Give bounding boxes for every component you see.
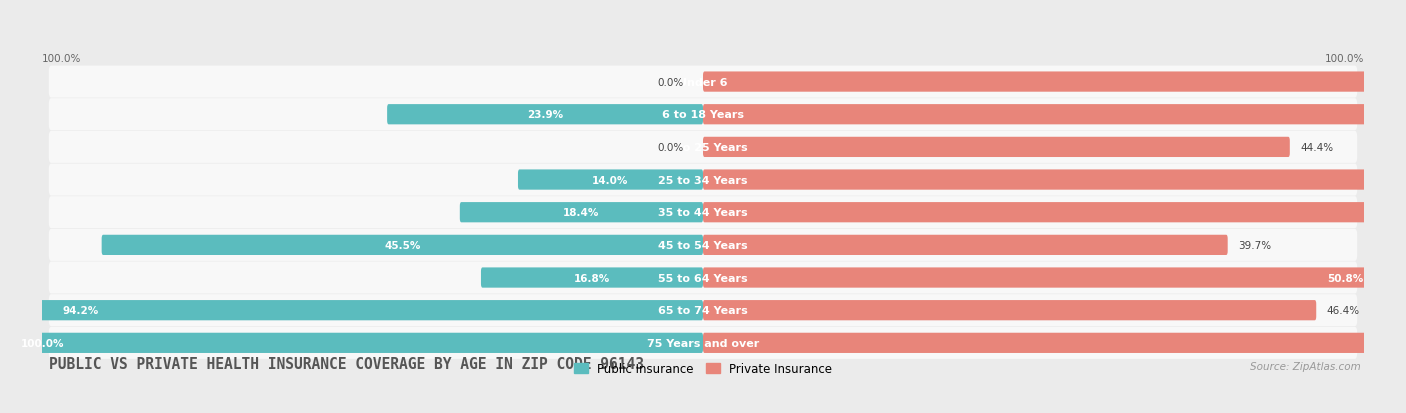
Text: 44.4%: 44.4% <box>1301 142 1333 152</box>
FancyBboxPatch shape <box>703 72 1406 93</box>
Text: 19 to 25 Years: 19 to 25 Years <box>658 142 748 152</box>
Legend: Public Insurance, Private Insurance: Public Insurance, Private Insurance <box>569 357 837 380</box>
FancyBboxPatch shape <box>703 235 1227 255</box>
Text: Under 6: Under 6 <box>678 77 728 88</box>
FancyBboxPatch shape <box>49 294 1357 326</box>
FancyBboxPatch shape <box>49 229 1357 261</box>
Text: 100.0%: 100.0% <box>1324 55 1364 64</box>
FancyBboxPatch shape <box>703 170 1406 190</box>
FancyBboxPatch shape <box>0 300 703 320</box>
Text: 35 to 44 Years: 35 to 44 Years <box>658 208 748 218</box>
Text: PUBLIC VS PRIVATE HEALTH INSURANCE COVERAGE BY AGE IN ZIP CODE 96143: PUBLIC VS PRIVATE HEALTH INSURANCE COVER… <box>49 356 644 371</box>
FancyBboxPatch shape <box>49 262 1357 294</box>
FancyBboxPatch shape <box>481 268 703 288</box>
Text: 39.7%: 39.7% <box>1239 240 1271 250</box>
Text: Source: ZipAtlas.com: Source: ZipAtlas.com <box>1250 361 1361 371</box>
Text: 18.4%: 18.4% <box>564 208 599 218</box>
Text: 45 to 54 Years: 45 to 54 Years <box>658 240 748 250</box>
FancyBboxPatch shape <box>101 235 703 255</box>
FancyBboxPatch shape <box>49 99 1357 131</box>
FancyBboxPatch shape <box>703 268 1375 288</box>
FancyBboxPatch shape <box>703 300 1316 320</box>
Text: 75 Years and over: 75 Years and over <box>647 338 759 348</box>
Text: 16.8%: 16.8% <box>574 273 610 283</box>
Text: 100.0%: 100.0% <box>42 55 82 64</box>
Text: 0.0%: 0.0% <box>657 77 683 88</box>
FancyBboxPatch shape <box>703 138 1289 158</box>
FancyBboxPatch shape <box>703 105 1406 125</box>
Text: 65 to 74 Years: 65 to 74 Years <box>658 306 748 316</box>
FancyBboxPatch shape <box>49 164 1357 196</box>
Text: 14.0%: 14.0% <box>592 175 628 185</box>
Text: 55 to 64 Years: 55 to 64 Years <box>658 273 748 283</box>
FancyBboxPatch shape <box>460 203 703 223</box>
FancyBboxPatch shape <box>703 333 1406 353</box>
Text: 45.5%: 45.5% <box>384 240 420 250</box>
Text: 94.2%: 94.2% <box>62 306 98 316</box>
Text: 50.8%: 50.8% <box>1327 273 1364 283</box>
FancyBboxPatch shape <box>517 170 703 190</box>
FancyBboxPatch shape <box>49 132 1357 164</box>
Text: 6 to 18 Years: 6 to 18 Years <box>662 110 744 120</box>
Text: 46.4%: 46.4% <box>1327 306 1360 316</box>
FancyBboxPatch shape <box>49 66 1357 98</box>
Text: 23.9%: 23.9% <box>527 110 564 120</box>
FancyBboxPatch shape <box>703 203 1406 223</box>
FancyBboxPatch shape <box>0 333 703 353</box>
Text: 25 to 34 Years: 25 to 34 Years <box>658 175 748 185</box>
FancyBboxPatch shape <box>49 327 1357 359</box>
FancyBboxPatch shape <box>49 197 1357 229</box>
Text: 100.0%: 100.0% <box>21 338 63 348</box>
Text: 0.0%: 0.0% <box>657 142 683 152</box>
FancyBboxPatch shape <box>387 105 703 125</box>
